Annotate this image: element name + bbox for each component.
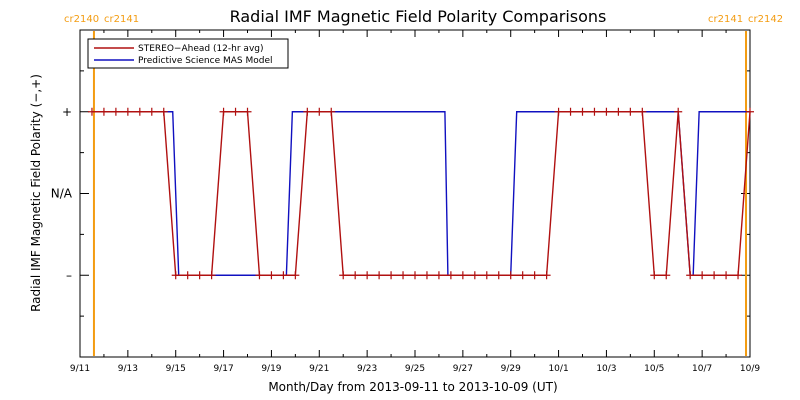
series-point-stereo [578,107,587,116]
y-tick-label: + [62,105,72,119]
x-tick-label: 9/29 [501,364,521,374]
series-point-stereo [638,107,647,116]
series-point-stereo [518,271,527,280]
series-point-stereo [602,107,611,116]
x-axis-ticks: 9/11 9/13 9/15 9/17 9/19 9/21 9/23 9/25 9/27 9/29… [70,30,760,374]
carrington-rotation-lines [92,31,748,356]
series-point-stereo [243,107,252,116]
series-point-stereo [506,271,515,280]
series-point-stereo [99,107,108,116]
x-tick-label: 9/27 [453,364,473,374]
series-point-stereo [494,271,503,280]
series-line-stereo [91,111,751,276]
carrington-label-after: cr2141 [104,14,139,25]
series-point-stereo [159,107,168,116]
carrington-label-before: cr2140 [64,14,99,25]
y-tick-label: N/A [51,187,73,201]
legend-box [87,38,289,69]
series-point-stereo [219,107,228,116]
series-point-stereo [123,107,132,116]
series-point-stereo [722,271,731,280]
x-tick-label: 9/21 [309,364,329,374]
series-point-stereo [434,271,443,280]
series-point-stereo [626,107,635,116]
series-point-stereo [87,107,96,116]
series-point-stereo [554,107,563,116]
series-point-stereo [399,271,408,280]
x-tick-label: 10/3 [596,364,616,374]
series-point-stereo [279,271,288,280]
x-tick-label: 9/17 [213,364,233,374]
y-axis-ticks: + N/A – [51,70,750,317]
y-axis-title: Radial IMF Magnetic Field Polarity (−,+) [29,74,43,312]
series-point-stereo [147,107,156,116]
x-tick-label: 9/15 [166,364,186,374]
series-point-stereo [590,107,599,116]
x-tick-label: 10/1 [548,364,568,374]
series-point-stereo [566,107,575,116]
series-point-stereo [135,107,144,116]
plot-frame [79,29,751,358]
series-line-mas-model [91,111,750,276]
series-point-stereo [303,107,312,116]
series-point-stereo [470,271,479,280]
chart-title: Radial IMF Magnetic Field Polarity Compa… [230,7,607,26]
series-point-stereo [482,271,491,280]
x-tick-label: 9/13 [118,364,138,374]
legend: STEREO−Ahead (12-hr avg) Predictive Scie… [87,38,289,69]
series-point-stereo [195,271,204,280]
series-point-stereo [351,271,360,280]
series-point-stereo [446,271,455,280]
series-point-stereo [458,271,467,280]
series-point-stereo [339,271,348,280]
carrington-label-before: cr2141 [708,14,743,25]
x-tick-label: 10/7 [692,364,712,374]
x-tick-label: 9/11 [70,364,90,374]
x-tick-label: 10/9 [740,364,760,374]
x-axis-title: Month/Day from 2013-09-11 to 2013-10-09 … [268,380,557,394]
x-tick-label: 9/25 [405,364,425,374]
series-point-stereo [327,107,336,116]
series-point-stereo [207,271,216,280]
series-point-stereo [422,271,431,280]
series-point-stereo [375,271,384,280]
series-point-stereo [746,107,754,116]
carrington-label-after: cr2142 [748,14,783,25]
series-point-stereo [710,271,719,280]
series-point-stereo [674,107,683,116]
x-tick-label: 9/19 [261,364,281,374]
series-point-stereo [530,271,539,280]
series-point-stereo [255,271,264,280]
series-layer [87,107,754,280]
series-point-stereo [363,271,372,280]
series-point-stereo [315,107,324,116]
series-point-stereo [542,271,551,280]
series-point-stereo [387,271,396,280]
legend-label-stereo: STEREO−Ahead (12-hr avg) [138,44,264,54]
legend-label-mas-model: Predictive Science MAS Model [138,56,273,66]
carrington-rotation-labels: cr2140 cr2141 cr2141 cr2142 [64,14,783,25]
series-point-stereo [411,271,419,280]
series-point-stereo [183,271,192,280]
series-point-stereo [231,107,240,116]
series-point-stereo [662,271,671,280]
series-point-stereo [267,271,276,280]
x-tick-label: 9/23 [357,364,377,374]
series-point-stereo [171,271,180,280]
series-point-stereo [111,107,120,116]
series-point-stereo [686,271,695,280]
series-point-stereo [698,271,707,280]
series-point-stereo [291,271,300,280]
series-point-stereo [614,107,623,116]
series-point-stereo [650,271,659,280]
x-tick-label: 10/5 [644,364,664,374]
series-point-stereo [734,271,743,280]
y-tick-label: – [66,268,72,282]
